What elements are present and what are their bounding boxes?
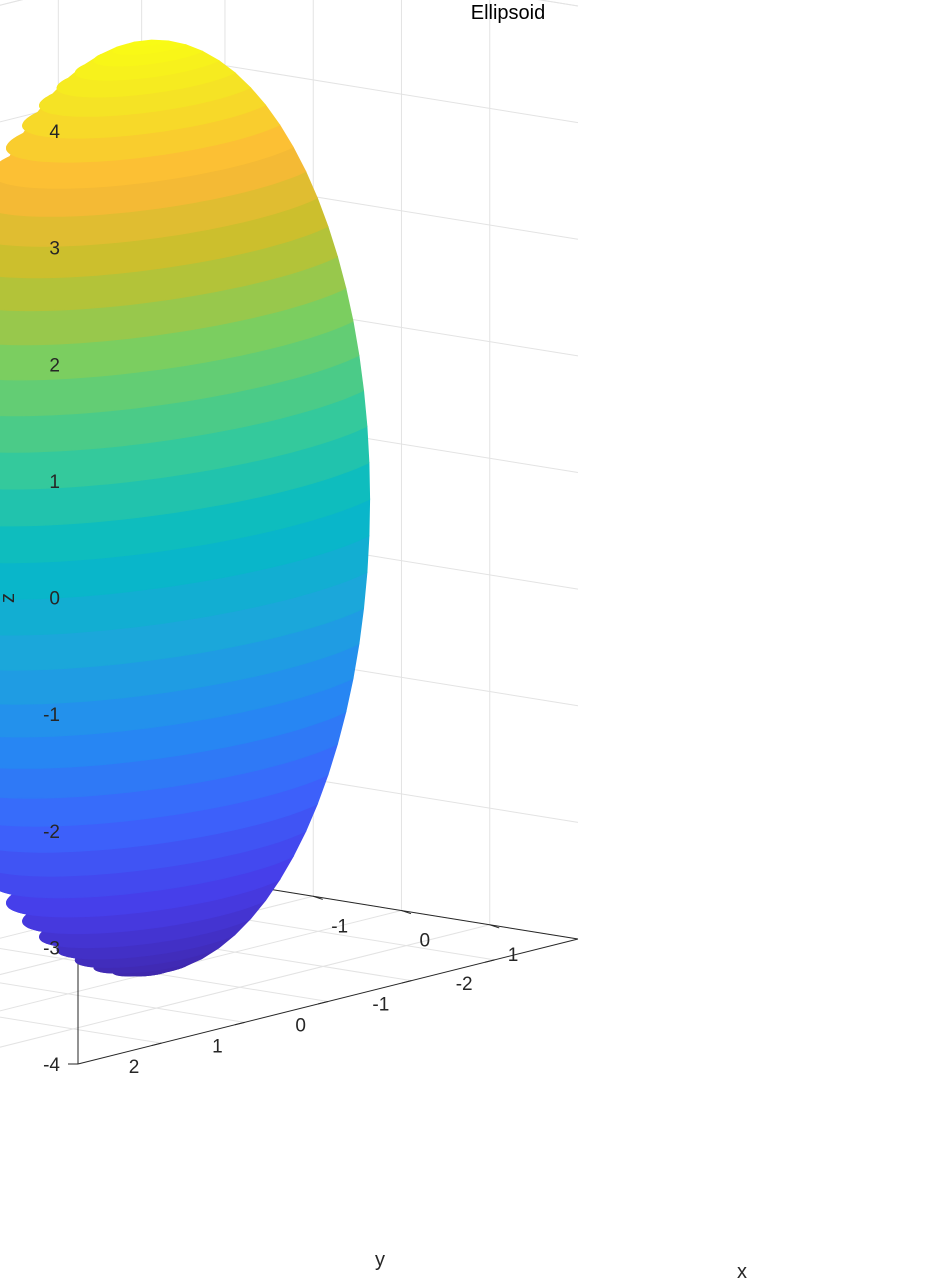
surface-band <box>131 39 169 47</box>
x-axis-line <box>224 881 579 940</box>
z-tick-label: -4 <box>43 1055 60 1076</box>
x-tick-label: -1 <box>331 916 348 937</box>
z-tick-label: 4 <box>49 122 60 143</box>
y-tick-label: 2 <box>129 1057 140 1078</box>
ellipsoid-surface <box>0 39 371 977</box>
chart-title: Ellipsoid <box>471 2 545 24</box>
z-tick-label: -1 <box>43 705 60 726</box>
z-tick-label: 0 <box>49 589 60 610</box>
z-tick-label: 1 <box>49 472 60 493</box>
x-tick-label: 0 <box>419 931 430 952</box>
x-tick-label: 1 <box>508 945 519 966</box>
grid-line <box>0 1016 162 1044</box>
x-tick-mark <box>313 895 323 900</box>
y-tick-mark <box>401 980 412 984</box>
y-tick-mark <box>151 1042 162 1047</box>
grid-line <box>224 65 579 124</box>
y-tick-mark <box>484 959 495 963</box>
z-tick-label: 3 <box>49 239 60 260</box>
z-tick-label: -2 <box>43 822 60 843</box>
y-tick-mark <box>318 1001 329 1005</box>
x-axis-label: x <box>737 1261 747 1282</box>
tick-labels: -4 -3 -2 -1 0 1 2 3 4 -2 -1 0 1 2 -1 0 1 <box>43 122 518 1078</box>
y-tick-label: -2 <box>456 974 473 995</box>
y-tick-mark <box>234 1021 245 1026</box>
x-tick-mark <box>489 924 500 929</box>
y-tick-label: 0 <box>295 1016 306 1037</box>
z-tick-label: -3 <box>43 938 60 959</box>
grid-line <box>0 982 245 1023</box>
y-axis-label: y <box>375 1249 385 1271</box>
z-tick-label: 2 <box>49 355 60 376</box>
z-axis-label: z <box>0 593 19 603</box>
y-tick-label: -1 <box>372 995 389 1016</box>
x-tick-mark <box>401 910 412 915</box>
y-tick-label: 1 <box>212 1036 223 1057</box>
